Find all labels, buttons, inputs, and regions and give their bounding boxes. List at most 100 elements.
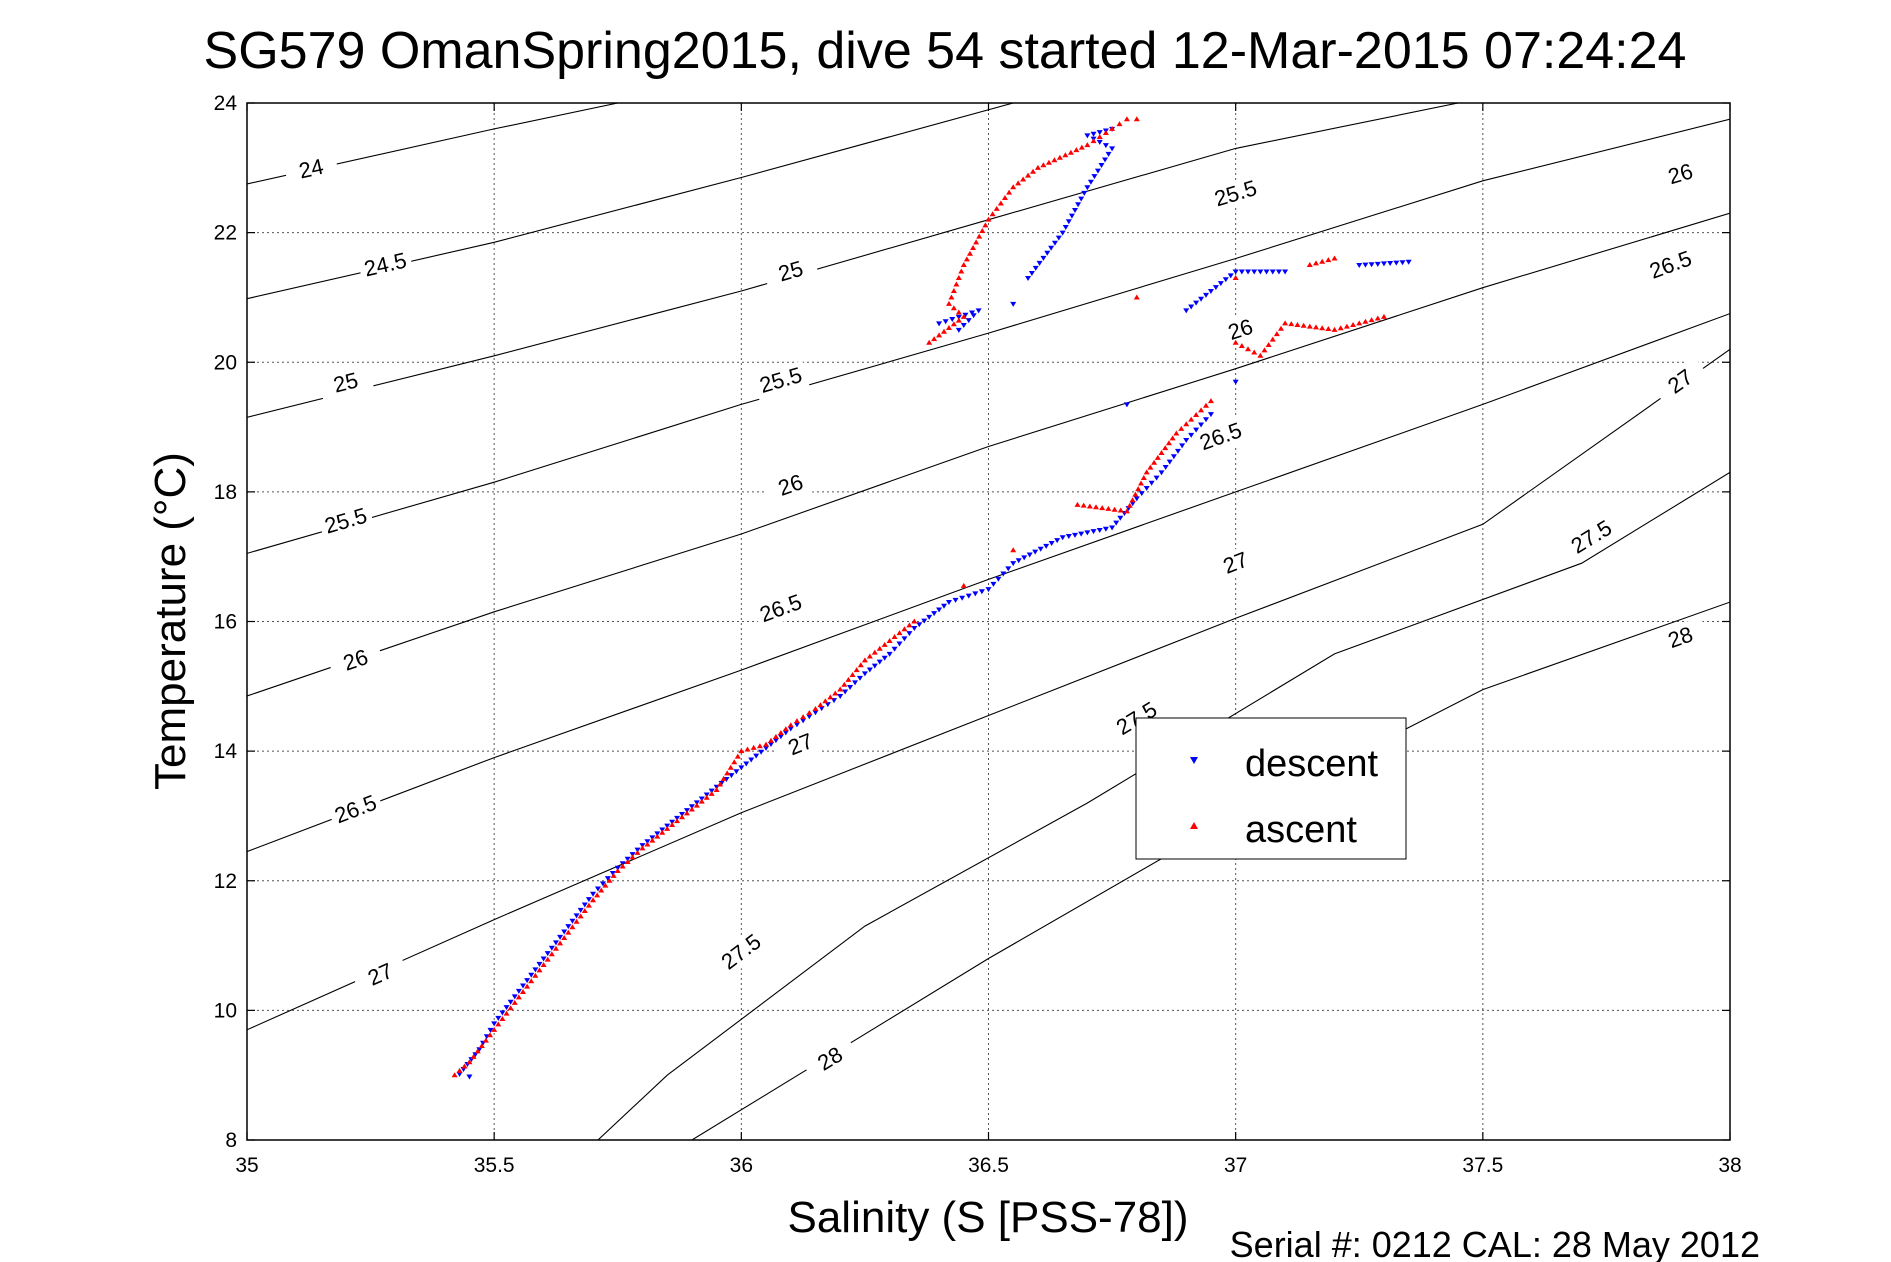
isopycnal-label-bg bbox=[1211, 309, 1270, 351]
descent-point bbox=[952, 597, 959, 603]
ascent-point bbox=[997, 200, 1004, 206]
isopycnal-label: 25.5 bbox=[1211, 175, 1259, 211]
descent-point bbox=[1193, 427, 1200, 433]
ascent-point bbox=[926, 339, 933, 345]
ascent-point bbox=[960, 262, 967, 268]
descent-point bbox=[959, 595, 966, 601]
ascent-point bbox=[1368, 317, 1375, 323]
descent-point bbox=[871, 663, 878, 669]
ascent-point bbox=[1140, 474, 1147, 480]
isopycnal-label-bg bbox=[1191, 415, 1250, 458]
descent-point bbox=[487, 1027, 494, 1033]
isopycnal-label: 24.5 bbox=[362, 248, 409, 282]
ascent-point bbox=[1034, 164, 1041, 170]
ascent-point bbox=[1306, 262, 1313, 268]
ascent-point bbox=[963, 256, 970, 262]
y-axis-ticks: 8 10 12 14 16 18 20 22 24 bbox=[214, 92, 1730, 1152]
descent-point bbox=[1084, 530, 1091, 536]
descent-point bbox=[1183, 308, 1190, 314]
descent-point bbox=[852, 680, 859, 686]
descent-point bbox=[886, 651, 893, 657]
descent-point bbox=[1043, 543, 1050, 549]
y-tick-label: 24 bbox=[214, 92, 238, 115]
descent-point bbox=[1183, 438, 1190, 444]
ascent-point bbox=[693, 802, 700, 808]
ascent-point bbox=[1245, 346, 1252, 352]
descent-point bbox=[1129, 501, 1136, 507]
ascent-point bbox=[1135, 486, 1142, 492]
descent-point bbox=[975, 308, 982, 314]
ascent-point bbox=[1251, 349, 1258, 355]
descent-point bbox=[1362, 262, 1369, 268]
ascent-point bbox=[606, 877, 613, 883]
ascent-point bbox=[1015, 180, 1022, 186]
descent-point bbox=[520, 983, 527, 989]
descent-point bbox=[1188, 432, 1195, 438]
descent-point bbox=[540, 956, 547, 962]
x-tick-label: 35 bbox=[235, 1154, 258, 1177]
descent-point bbox=[812, 710, 819, 716]
descent-point bbox=[1062, 224, 1069, 230]
ascent-point bbox=[861, 657, 868, 663]
descent-point bbox=[1000, 571, 1007, 577]
ascent-point bbox=[1282, 320, 1289, 326]
descent-point bbox=[456, 1071, 463, 1077]
ascent-point bbox=[841, 681, 848, 687]
descent-point bbox=[831, 698, 838, 704]
ascent-point bbox=[703, 794, 710, 800]
ascent-point bbox=[470, 1053, 477, 1059]
ascent-point bbox=[561, 935, 568, 941]
descent-point bbox=[758, 749, 765, 755]
isopycnal-27.5 bbox=[597, 471, 1730, 1140]
legend-box bbox=[1135, 717, 1407, 860]
ascent-point bbox=[1306, 323, 1313, 329]
ascent-point bbox=[511, 999, 518, 1005]
ascent-point bbox=[727, 764, 734, 770]
descent-point bbox=[1263, 269, 1270, 275]
descent-point bbox=[1105, 151, 1112, 157]
descent-point bbox=[1109, 525, 1116, 531]
descent-point bbox=[856, 675, 863, 681]
descent-point bbox=[1048, 245, 1055, 251]
ascent-point bbox=[1020, 176, 1027, 182]
descent-point bbox=[753, 753, 760, 759]
descent-point bbox=[800, 718, 807, 724]
descent-point bbox=[1084, 185, 1091, 191]
ascent-point bbox=[777, 729, 784, 735]
descent-point bbox=[599, 881, 606, 887]
descent-point bbox=[876, 659, 883, 665]
descent-point bbox=[1238, 269, 1245, 275]
ascent-point bbox=[524, 983, 531, 989]
ascent-point bbox=[731, 759, 738, 765]
ascent-point bbox=[466, 1059, 473, 1065]
ascent-point bbox=[1203, 402, 1210, 408]
ascent-point bbox=[1173, 430, 1180, 436]
descent-point bbox=[472, 1052, 479, 1058]
isopycnal-25 bbox=[247, 103, 1459, 418]
ascent-point bbox=[1154, 454, 1161, 460]
isopycnal-label-bg bbox=[317, 501, 375, 541]
ascent-point bbox=[1001, 195, 1008, 201]
ascent-point bbox=[1257, 352, 1264, 358]
descent-point bbox=[1269, 269, 1276, 275]
y-tick-label: 10 bbox=[214, 999, 237, 1022]
descent-point bbox=[1203, 417, 1210, 423]
ascent-point bbox=[565, 929, 572, 935]
ascent-point bbox=[1010, 184, 1017, 190]
descent-point bbox=[787, 726, 794, 732]
ascent-point bbox=[1084, 142, 1091, 148]
isopycnal-26 bbox=[247, 212, 1730, 697]
ascent-point bbox=[1123, 508, 1130, 514]
ascent-point bbox=[837, 686, 844, 692]
ascent-point bbox=[1129, 497, 1136, 503]
ascent-point bbox=[1067, 149, 1074, 155]
descent-point bbox=[978, 589, 985, 595]
ascent-point bbox=[461, 1063, 468, 1069]
descent-point bbox=[955, 314, 962, 320]
ascent-point bbox=[960, 582, 967, 588]
descent-point bbox=[949, 317, 956, 323]
descent-point bbox=[1044, 250, 1051, 256]
isopycnal-label: 25.5 bbox=[322, 503, 370, 539]
ascent-point bbox=[1006, 189, 1013, 195]
descent-point bbox=[1203, 292, 1210, 298]
